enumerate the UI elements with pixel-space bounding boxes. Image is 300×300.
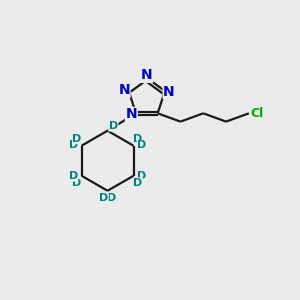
Text: N: N bbox=[125, 107, 137, 122]
Text: N: N bbox=[118, 83, 130, 97]
Text: D: D bbox=[69, 140, 78, 150]
Text: N: N bbox=[141, 68, 153, 82]
Text: D: D bbox=[99, 193, 108, 203]
Text: D: D bbox=[137, 140, 146, 150]
Text: D: D bbox=[69, 171, 78, 181]
Text: D: D bbox=[134, 178, 142, 188]
Text: D: D bbox=[73, 178, 82, 188]
Text: D: D bbox=[134, 134, 142, 144]
Text: N: N bbox=[163, 85, 175, 98]
Text: D: D bbox=[107, 193, 116, 203]
Text: D: D bbox=[73, 134, 82, 144]
Text: Cl: Cl bbox=[250, 107, 264, 120]
Text: D: D bbox=[137, 171, 146, 181]
Text: D: D bbox=[109, 121, 118, 131]
